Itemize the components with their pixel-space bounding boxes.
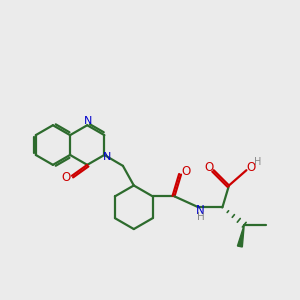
Text: O: O xyxy=(61,171,71,184)
Text: H: H xyxy=(196,212,204,222)
Text: N: N xyxy=(103,152,112,162)
Text: O: O xyxy=(204,161,213,174)
Text: O: O xyxy=(182,165,190,178)
Text: N: N xyxy=(196,204,205,217)
Text: N: N xyxy=(84,116,92,126)
Polygon shape xyxy=(237,225,244,247)
Text: H: H xyxy=(254,157,261,167)
Text: O: O xyxy=(247,161,256,174)
